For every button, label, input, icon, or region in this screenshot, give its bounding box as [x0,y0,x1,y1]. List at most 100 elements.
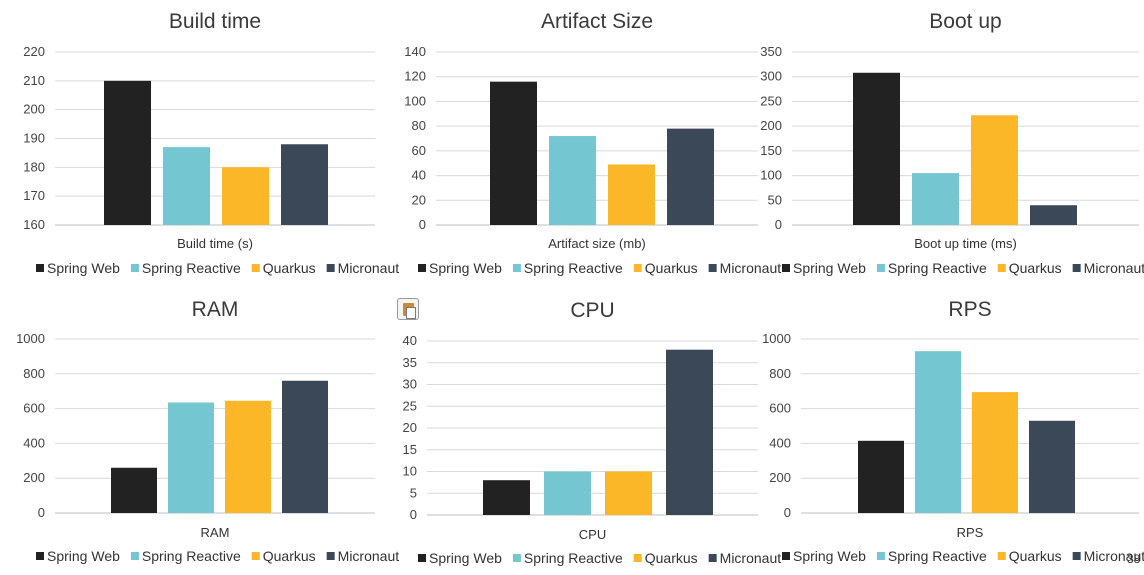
y-tick-label: 35 [403,355,417,370]
y-tick-label: 160 [23,217,45,232]
legend-swatch [997,264,1006,272]
legend-label: Micronaut [1084,548,1144,564]
bar-micronaut [667,128,714,225]
y-tick-label: 800 [769,366,791,381]
y-tick-label: 40 [403,333,417,348]
legend-label: Spring Reactive [888,260,987,276]
y-tick-label: 400 [769,435,791,450]
chart-title: Artifact Size [541,10,653,33]
x-axis-label: RPS [957,525,984,540]
bar-spring-reactive [163,147,210,225]
legend-label: Spring Web [793,548,866,564]
bar-quarkus [222,167,269,225]
y-tick-label: 0 [784,505,791,520]
x-axis-label: Boot up time (ms) [914,236,1017,251]
y-tick-label: 20 [412,192,426,207]
chart-panel: Build time 160 170 180 190 200 210 220 Build tim… [0,0,399,290]
bar-spring-web [853,72,900,225]
legend-label: Quarkus [645,550,698,566]
y-tick-label: 150 [760,143,782,158]
legend-label: Spring Web [47,260,120,276]
bar-micronaut [282,380,328,513]
bar-micronaut [1029,420,1075,513]
legend-swatch [418,264,426,272]
y-tick-label: 140 [404,44,426,59]
legend-label: Spring Web [47,548,120,564]
y-tick-label: 180 [23,159,45,174]
legend-label: Micronaut [1084,260,1144,276]
chart-panel: Boot up 0 50 100 150 200 250 300 350 Boot up time… [760,0,1144,290]
bar-spring-web [858,440,904,513]
legend-label: Spring Reactive [142,548,241,564]
y-tick-label: 220 [23,44,45,59]
y-tick-label: 20 [403,420,417,435]
y-tick-label: 0 [775,217,782,232]
legend-swatch [1072,552,1081,560]
chart-title: CPU [570,299,614,322]
y-tick-label: 1000 [762,331,791,346]
bar-spring-reactive [544,471,591,515]
legend-label: Quarkus [263,260,316,276]
legend: Spring Web Spring Reactive Quarkus Micronau… [782,548,1144,564]
y-tick-label: 120 [404,69,426,84]
chart-title: Build time [169,10,261,33]
legend-swatch [633,554,642,562]
y-tick-label: 0 [38,505,45,520]
legend-label: Quarkus [1009,260,1062,276]
legend-swatch [708,554,717,562]
y-tick-label: 80 [412,118,426,133]
bar-quarkus [608,164,655,225]
y-tick-label: 0 [419,217,426,232]
y-tick-label: 200 [760,118,782,133]
legend-swatch [326,552,335,560]
bar-micronaut [1030,205,1077,225]
chart-panel: CPU 0 5 10 15 20 25 30 35 40 CPU Spring Web Spring R… [380,290,782,575]
y-tick-label: 60 [412,143,426,158]
legend-swatch [997,552,1006,560]
x-axis-label: Artifact size (mb) [548,236,646,251]
legend-label: Spring Reactive [524,260,623,276]
bar-quarkus [972,392,1018,513]
legend-swatch [512,554,521,562]
y-tick-label: 40 [412,168,426,183]
legend-label: Quarkus [263,548,316,564]
bar-spring-web [111,467,157,513]
chart-svg: CPU 0 5 10 15 20 25 30 35 40 CPU Spring Web Spring R… [403,299,782,566]
chart-title: RAM [192,298,239,321]
legend-label: Spring Web [429,550,502,566]
legend-swatch [251,552,260,560]
legend-label: Spring Reactive [888,548,987,564]
y-tick-label: 800 [23,366,45,381]
y-tick-label: 5 [410,485,417,500]
chart-svg: Boot up 0 50 100 150 200 250 300 350 Boot up time… [760,10,1144,276]
y-tick-label: 170 [23,188,45,203]
chart-panel: Artifact Size 0 20 40 60 80 100 120 140 Artifact … [380,0,781,290]
y-tick-label: 400 [23,435,45,450]
legend-label: Micronaut [720,550,782,566]
legend-swatch [876,552,885,560]
legend-label: Spring Reactive [142,260,241,276]
y-tick-label: 210 [23,73,45,88]
legend-label: Spring Reactive [524,550,623,566]
legend-label: Micronaut [338,260,400,276]
legend-swatch [36,264,44,272]
y-tick-label: 600 [23,401,45,416]
clipboard-paste-icon[interactable] [397,298,419,320]
bar-spring-reactive [912,173,959,225]
y-tick-label: 300 [760,69,782,84]
y-tick-label: 200 [23,102,45,117]
chart-panel: RAM 0 200 400 600 800 1000 RAM Spring Web Spring … [0,290,399,575]
bar-quarkus [605,471,652,515]
legend: Spring Web Spring Reactive Quarkus Micronau… [418,550,781,566]
bar-spring-reactive [549,136,596,225]
legend-label: Spring Web [429,260,502,276]
bar-micronaut [666,349,713,515]
legend: Spring Web Spring Reactive Quarkus Micronau… [36,260,399,276]
legend-label: Quarkus [645,260,698,276]
clipboard-sheet [406,307,416,319]
x-axis-label: Build time (s) [177,236,253,251]
legend: Spring Web Spring Reactive Quarkus Micronau… [782,260,1144,276]
x-axis-label: CPU [579,527,606,542]
chart-svg: Build time 160 170 180 190 200 210 220 Build tim… [23,10,399,276]
